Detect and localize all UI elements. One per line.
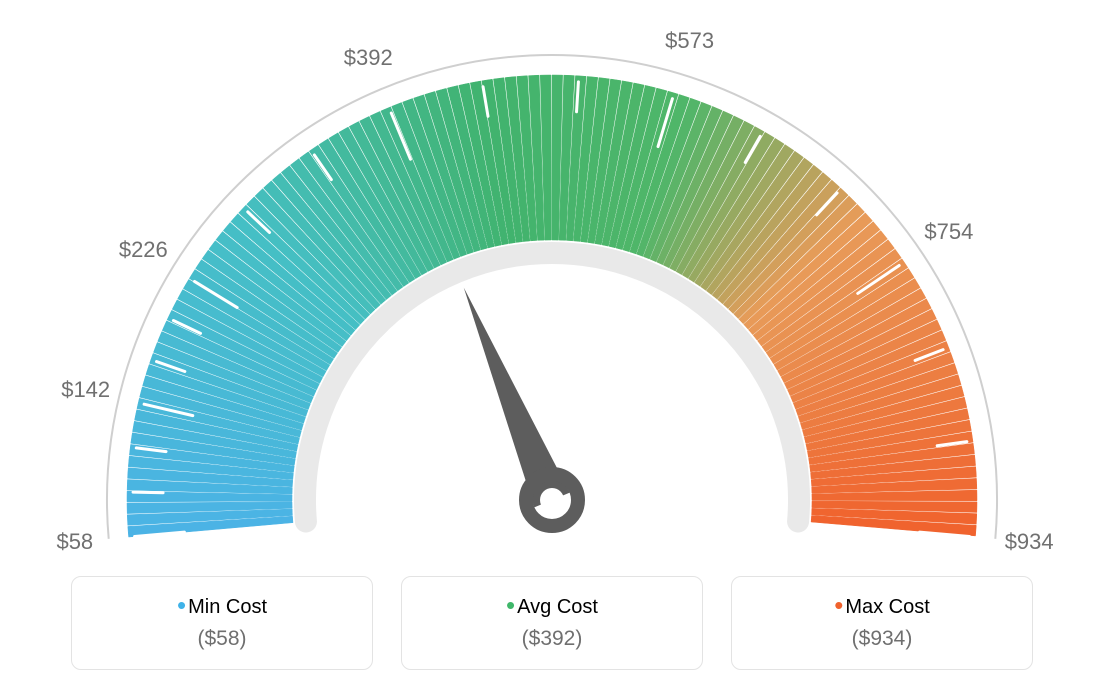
legend-value: ($934) — [852, 627, 913, 651]
dot-icon: • — [834, 595, 843, 615]
legend-title-min: • Min Cost — [177, 596, 267, 619]
legend-title-avg: • Avg Cost — [506, 596, 598, 619]
legend-card-max: • Max Cost ($934) — [731, 576, 1033, 670]
legend-row: • Min Cost ($58) • Avg Cost ($392) • Max… — [0, 576, 1104, 670]
legend-card-avg: • Avg Cost ($392) — [401, 576, 703, 670]
legend-label: Avg Cost — [517, 596, 598, 619]
legend-label: Min Cost — [188, 596, 267, 619]
gauge-tick-label: $226 — [119, 237, 168, 263]
dot-icon: • — [506, 595, 515, 615]
gauge-tick-label: $573 — [665, 28, 714, 54]
cost-gauge-widget: $58 $142 $226 $392 $573 $754 $934 • Min Cost (… — [0, 0, 1104, 690]
legend-title-max: • Max Cost — [834, 596, 930, 619]
gauge-chart: $58 $142 $226 $392 $573 $754 $934 — [0, 0, 1104, 560]
gauge-tick-label: $754 — [924, 219, 973, 245]
gauge-tick-label: $392 — [344, 45, 393, 71]
gauge-tick-label: $58 — [56, 529, 93, 555]
gauge-tick-label: $934 — [1005, 529, 1054, 555]
legend-value: ($58) — [197, 627, 246, 651]
legend-card-min: • Min Cost ($58) — [71, 576, 373, 670]
legend-value: ($392) — [522, 627, 583, 651]
dot-icon: • — [177, 595, 186, 615]
legend-label: Max Cost — [845, 596, 929, 619]
gauge-tick-label: $142 — [61, 377, 110, 403]
